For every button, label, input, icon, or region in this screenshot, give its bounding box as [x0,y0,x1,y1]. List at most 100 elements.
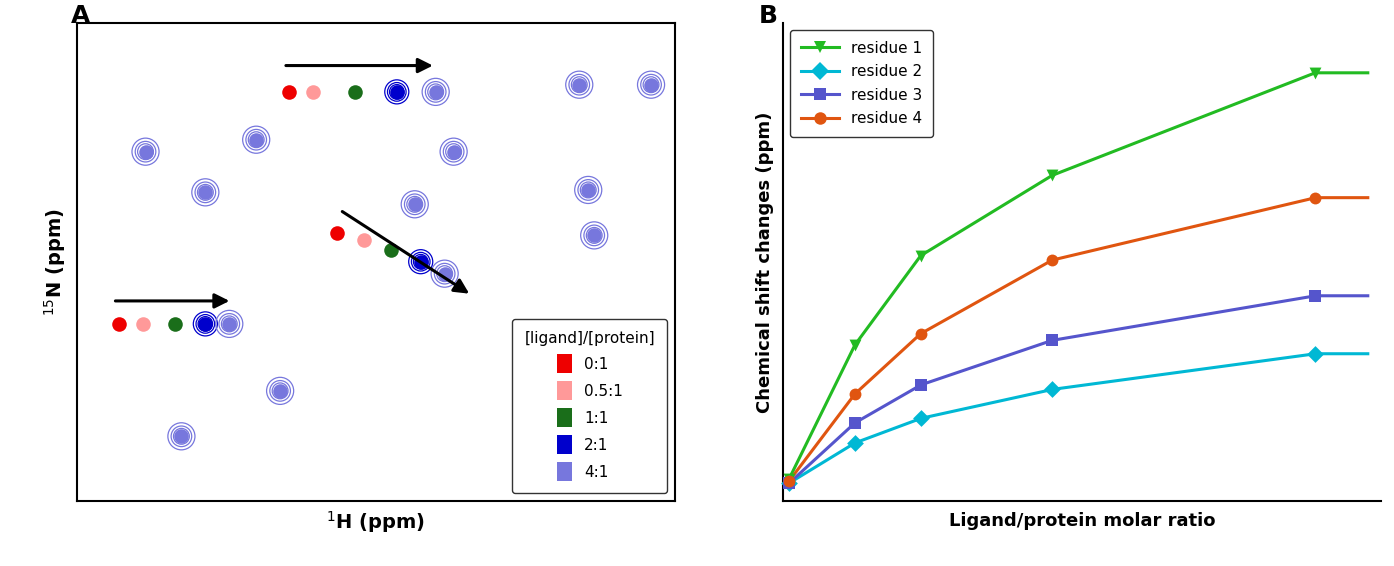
Point [583,231,605,240]
Point [424,88,446,97]
Point [107,319,130,328]
Point [1303,193,1326,202]
Point [1303,291,1326,301]
Point [410,257,432,266]
Point [134,147,156,156]
Point [194,319,216,328]
Legend: residue 1, residue 2, residue 3, residue 4: residue 1, residue 2, residue 3, residue… [790,30,933,137]
Point [1040,385,1062,394]
Point [385,88,407,97]
Point [301,88,323,97]
Point [385,88,407,97]
Point [194,188,216,197]
Point [909,251,931,260]
Point [410,257,432,266]
Point [410,257,432,266]
Point [1040,171,1062,180]
Point [403,200,425,209]
Point [194,188,216,197]
Point [909,329,931,338]
Point [134,147,156,156]
Point [194,188,216,197]
Point [245,135,268,144]
Point [326,229,348,238]
Point [217,319,240,328]
Point [131,319,153,328]
Point [583,231,605,240]
Point [778,478,800,487]
Point [343,88,365,97]
Point [217,319,240,328]
Point [577,186,599,195]
Point [164,319,187,328]
Point [434,269,456,278]
Point [170,432,192,441]
Text: A: A [71,3,91,28]
Point [194,319,216,328]
Point [778,478,800,487]
X-axis label: Ligand/protein molar ratio: Ligand/protein molar ratio [948,512,1214,530]
Point [577,186,599,195]
Point [277,88,300,97]
Point [434,269,456,278]
Point [567,80,590,89]
Point [442,147,464,156]
Point [385,88,407,97]
Point [843,418,866,427]
Point [245,135,268,144]
Text: B: B [758,3,778,28]
Point [217,319,240,328]
Point [245,135,268,144]
Point [442,147,464,156]
Point [1040,336,1062,345]
Point [567,80,590,89]
Point [583,231,605,240]
X-axis label: $^1$H (ppm): $^1$H (ppm) [326,509,425,535]
Point [567,80,590,89]
Point [778,474,800,483]
Point [909,414,931,423]
Point [577,186,599,195]
Point [1303,68,1326,78]
Point [577,186,599,195]
Point [385,88,407,97]
Y-axis label: $^{15}$N (ppm): $^{15}$N (ppm) [42,208,68,316]
Point [379,245,401,254]
Point [134,147,156,156]
Point [269,387,291,396]
Point [640,80,662,89]
Point [434,269,456,278]
Point [269,387,291,396]
Point [567,80,590,89]
Point [134,147,156,156]
Point [909,380,931,389]
Point [353,235,375,245]
Point [843,439,866,448]
Point [434,269,456,278]
Point [640,80,662,89]
Point [403,200,425,209]
Point [403,200,425,209]
Point [843,340,866,349]
Point [170,432,192,441]
Point [245,135,268,144]
Point [1303,349,1326,358]
Point [640,80,662,89]
Legend: 0:1, 0.5:1, 1:1, 2:1, 4:1: 0:1, 0.5:1, 1:1, 2:1, 4:1 [512,319,666,494]
Point [170,432,192,441]
Point [424,88,446,97]
Point [424,88,446,97]
Point [194,319,216,328]
Point [778,477,800,486]
Y-axis label: Chemical shift changes (ppm): Chemical shift changes (ppm) [756,111,774,413]
Point [1040,256,1062,265]
Point [269,387,291,396]
Point [403,200,425,209]
Point [217,319,240,328]
Point [640,80,662,89]
Point [442,147,464,156]
Point [269,387,291,396]
Point [843,389,866,398]
Point [170,432,192,441]
Point [194,319,216,328]
